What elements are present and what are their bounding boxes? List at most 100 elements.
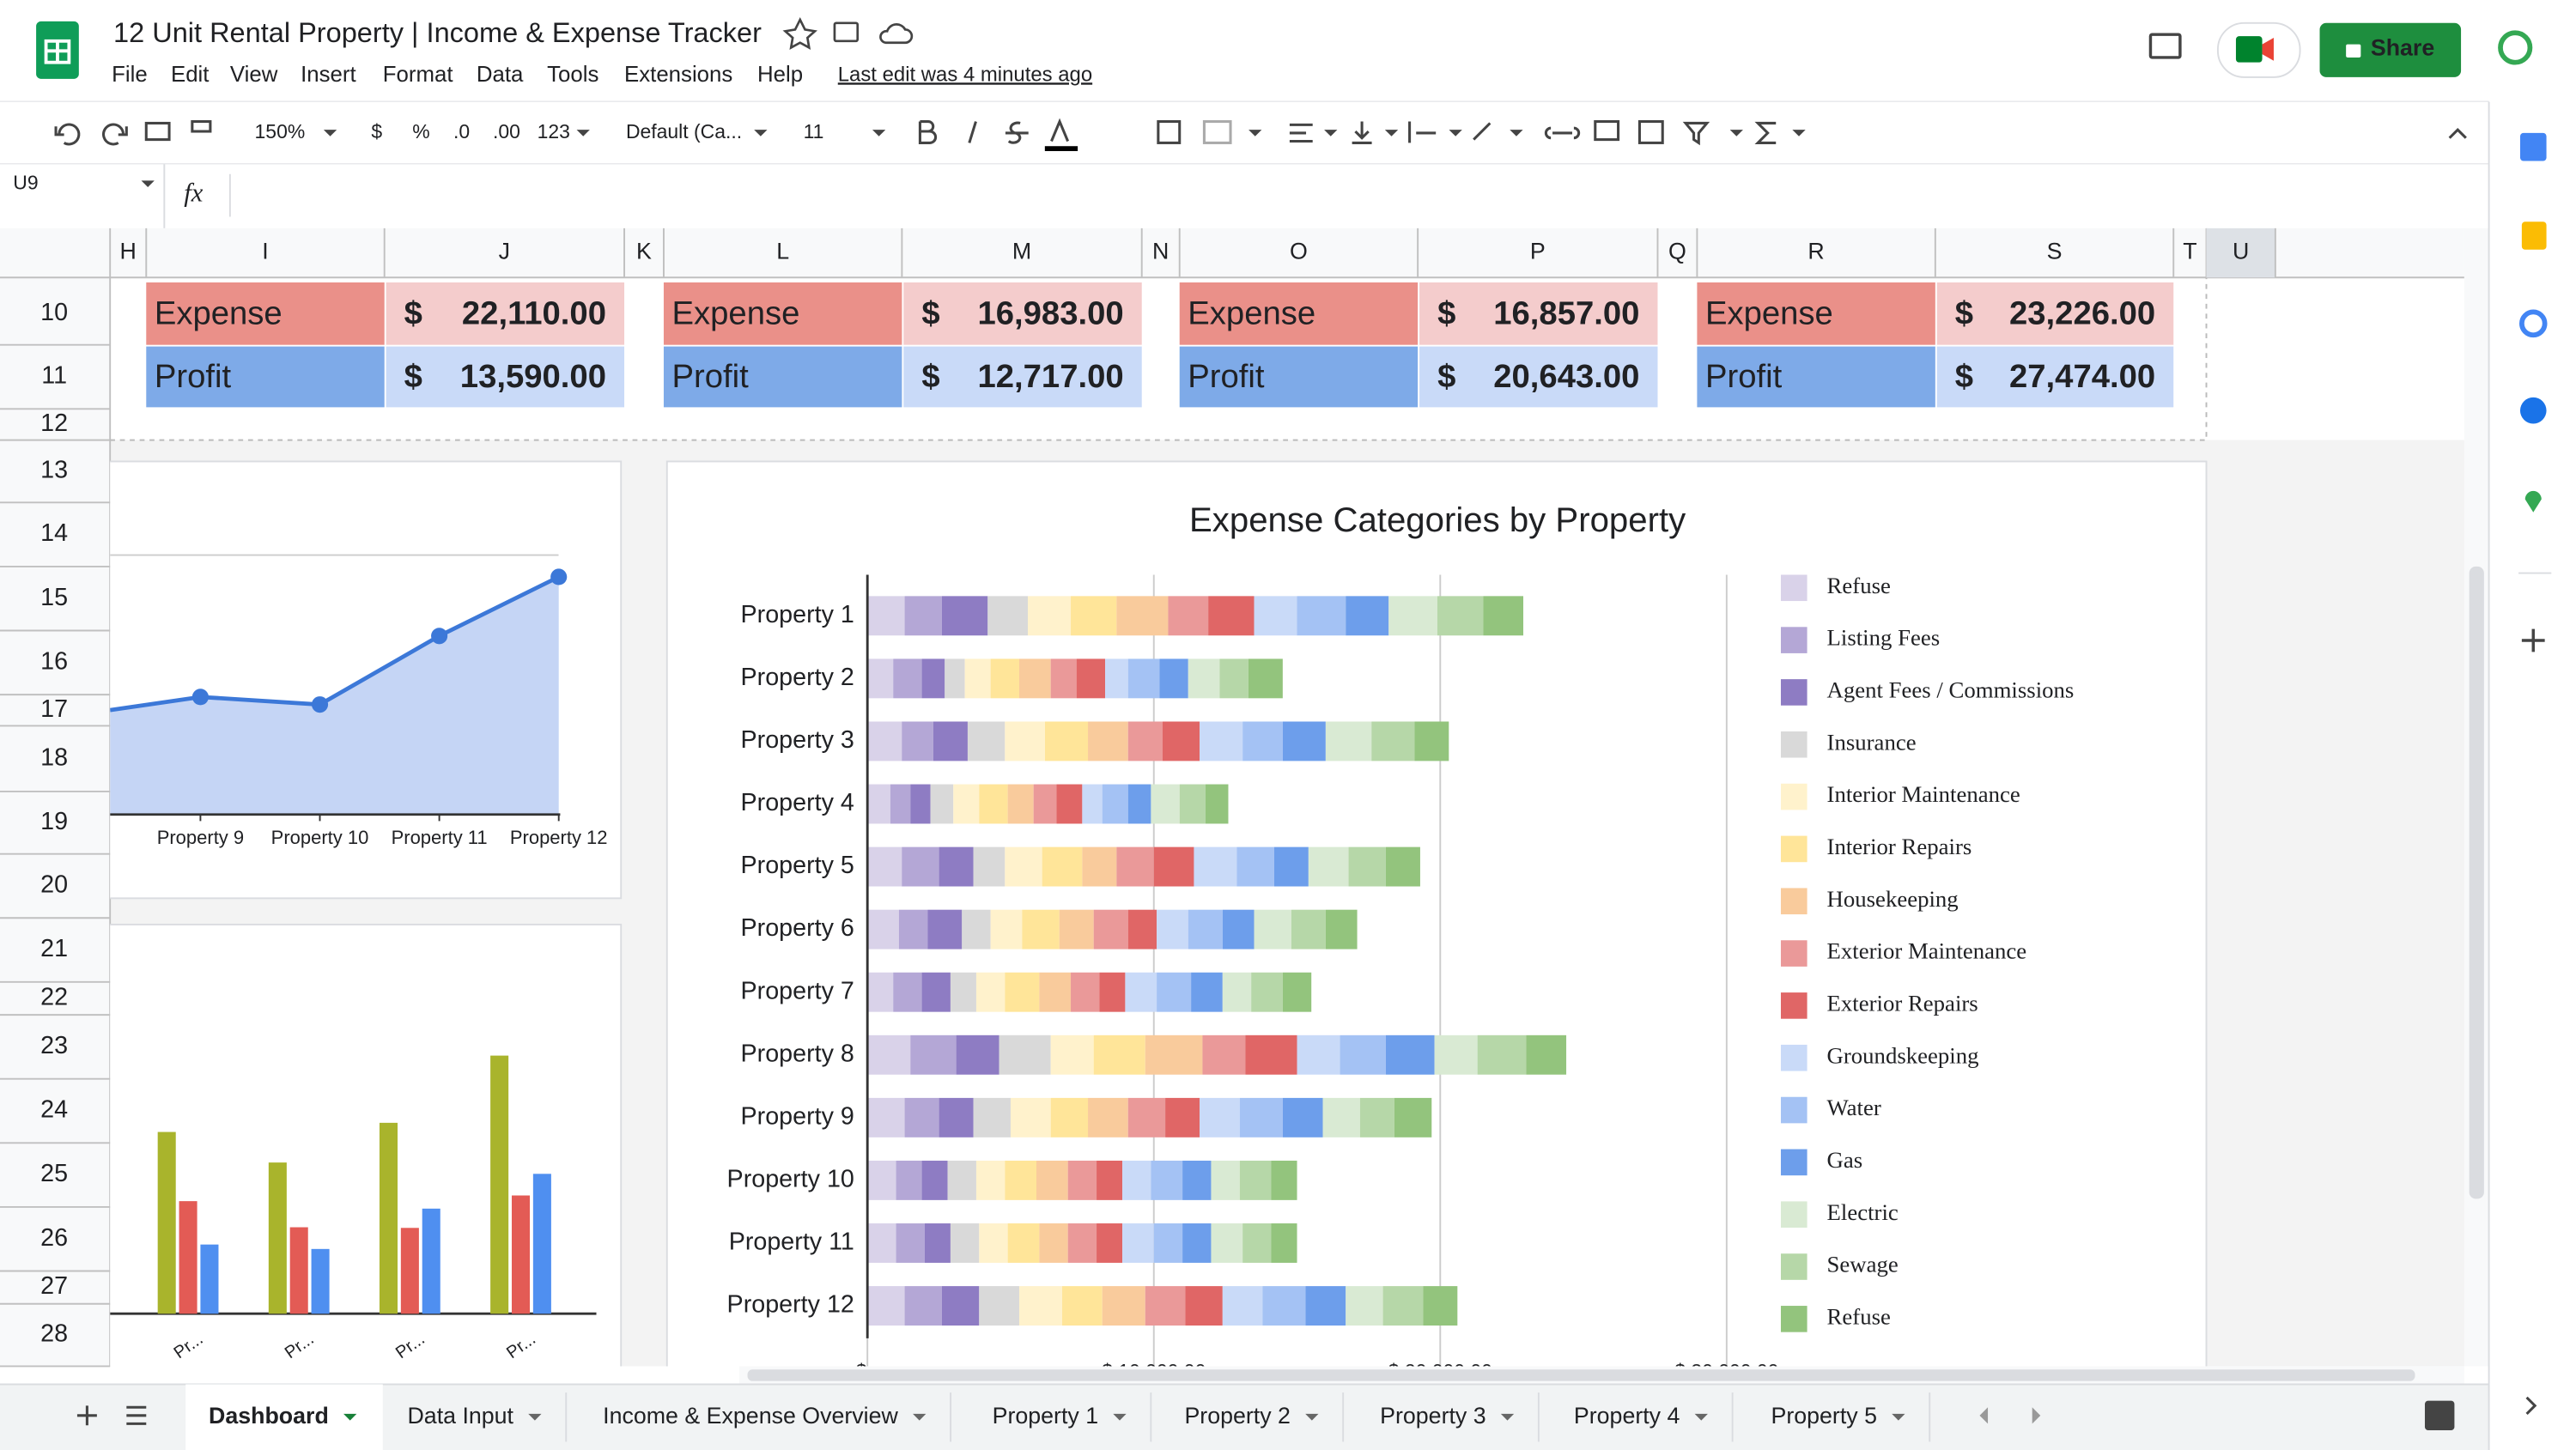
dropdown-arrow[interactable] [754,130,768,137]
cloud-icon[interactable] [879,23,914,45]
link-icon[interactable] [1544,126,1581,140]
rotate-icon[interactable] [1473,122,1492,141]
column-header: Q [1668,239,1686,264]
strike-icon[interactable] [1005,121,1029,144]
paint-icon[interactable] [191,120,212,133]
sheet-tab[interactable]: Property 4 [1574,1403,1680,1429]
dropdown-arrow[interactable] [1792,130,1806,137]
functions-icon[interactable] [1754,121,1777,144]
dropdown-arrow[interactable] [1384,130,1399,137]
menu-item[interactable]: View [230,63,278,87]
align-icon[interactable] [1289,123,1313,143]
sheet-tab[interactable]: Data Input [407,1403,513,1429]
bar-segment [1371,721,1415,761]
keep-icon[interactable] [2521,221,2547,250]
bar-segment [1039,972,1072,1012]
expand-panel[interactable] [2525,1396,2537,1416]
dropdown-arrow[interactable] [913,1413,927,1421]
comments-icon[interactable] [2148,33,2182,59]
sheet-tab[interactable]: Income & Expense Overview [603,1403,898,1429]
toolbar-item[interactable]: % [412,120,429,143]
chart-icon[interactable] [1637,120,1664,144]
merge-icon[interactable] [1202,120,1232,144]
all-sheets[interactable] [126,1405,147,1425]
contacts-icon[interactable] [2519,397,2547,424]
add-addon[interactable] [2521,628,2545,652]
text-color-icon[interactable] [1050,118,1070,143]
sheet-tab[interactable]: Dashboard [209,1403,329,1429]
toolbar-item[interactable]: $ [371,120,382,143]
toolbar-item[interactable]: .00 [493,120,520,143]
menu-item[interactable]: Tools [547,63,598,87]
maps-icon[interactable] [2524,490,2542,513]
calendar-icon[interactable] [2519,132,2547,161]
bar-segment [867,972,894,1012]
wrap-icon[interactable] [1408,121,1437,143]
dropdown-arrow[interactable] [1500,1413,1515,1421]
dropdown-arrow[interactable] [141,180,155,188]
toolbar-item[interactable]: 11 [804,120,824,143]
bar-segment [964,658,991,699]
share-button[interactable] [2319,22,2462,77]
menu-item[interactable]: Help [757,63,803,87]
scroll-thumb[interactable] [2469,566,2484,1199]
sheet-tab[interactable]: Property 1 [993,1403,1098,1429]
dropdown-arrow[interactable] [343,1413,357,1421]
sheet-tab[interactable]: Property 5 [1771,1403,1877,1429]
add-sheet[interactable] [76,1405,97,1426]
toolbar-item[interactable]: .0 [453,120,470,143]
menu-item[interactable]: Data [477,63,524,87]
star-icon[interactable] [782,16,817,50]
share-label[interactable]: Share [2371,34,2434,60]
dropdown-arrow[interactable] [1510,130,1523,137]
bar-segment [1151,784,1180,824]
legend-swatch [1780,992,1807,1019]
filter-icon[interactable] [1682,121,1710,146]
tasks-icon[interactable] [2518,309,2548,338]
account-avatar[interactable] [2498,30,2533,65]
menu-item[interactable]: Format [383,63,453,87]
menu-item[interactable]: File [112,63,148,87]
redo-icon[interactable] [102,123,128,146]
dropdown-arrow[interactable] [1113,1413,1127,1421]
dropdown-arrow[interactable] [576,130,590,137]
toolbar-item[interactable]: 123 [538,120,570,143]
dropdown-arrow[interactable] [1449,130,1462,137]
dropdown-arrow[interactable] [323,130,337,137]
bar-segment [945,658,965,699]
last-edit[interactable]: Last edit was 4 minutes ago [838,63,1092,86]
dropdown-arrow[interactable] [1892,1413,1905,1421]
dropdown-arrow[interactable] [1305,1413,1319,1421]
dropdown-arrow[interactable] [1249,130,1262,137]
undo-icon[interactable] [54,123,81,146]
italic-icon[interactable] [968,121,977,143]
toolbar-item[interactable]: Default (Ca... [626,120,742,143]
cell-reference: U9 [13,171,38,193]
move-icon[interactable] [833,21,860,43]
dropdown-arrow[interactable] [1694,1413,1708,1421]
comment-icon[interactable] [1594,120,1620,142]
menu-item[interactable]: Insert [301,63,356,87]
toolbar-item[interactable]: 150% [255,120,306,143]
collapse-icon[interactable] [2448,127,2467,139]
dropdown-arrow[interactable] [872,130,886,137]
dropdown-arrow[interactable] [528,1413,542,1421]
dropdown-arrow[interactable] [1729,130,1743,137]
bar [400,1228,419,1314]
print-icon[interactable] [144,121,171,142]
sheet-tab[interactable]: Property 3 [1380,1403,1485,1429]
row-header: 24 [40,1096,68,1124]
dropdown-arrow[interactable] [1324,130,1338,137]
scroll-thumb[interactable] [747,1369,2415,1381]
valign-icon[interactable] [1352,121,1372,144]
bar-segment [921,1160,948,1200]
sheet-tab[interactable]: Property 2 [1184,1403,1290,1429]
bold-icon[interactable] [918,120,938,144]
borders-icon[interactable] [1157,120,1182,144]
cell-value: 20,643.00 [1493,358,1639,395]
explore-button[interactable] [2424,1400,2455,1431]
menu-item[interactable]: Edit [171,63,209,87]
toolbar-icons[interactable] [54,118,2467,146]
bar-segment [1423,1286,1458,1326]
menu-item[interactable]: Extensions [624,63,732,87]
